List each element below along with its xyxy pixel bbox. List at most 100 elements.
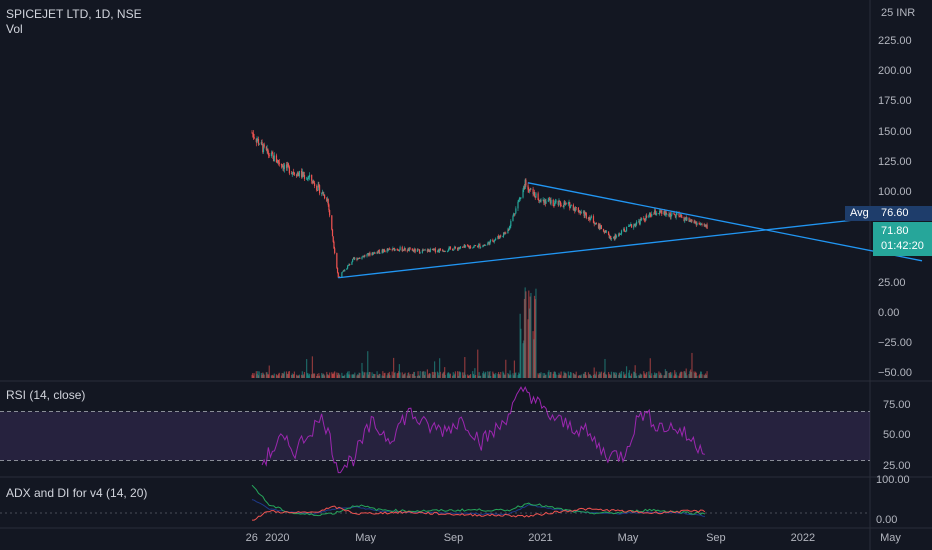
candle-body (559, 201, 562, 205)
symbol-title[interactable]: SPICEJET LTD, 1D, NSE (6, 7, 142, 21)
volume-bar (492, 371, 494, 378)
candle-body (252, 132, 254, 134)
volume-bar (683, 371, 685, 378)
volume-bar (372, 375, 374, 378)
volume-bar (569, 375, 571, 378)
volume-bar (555, 374, 557, 378)
volume-bar (557, 375, 559, 378)
volume-bar (487, 371, 489, 378)
candle-body (313, 183, 316, 186)
candle-body (674, 214, 676, 216)
candle-body (633, 225, 635, 228)
candle-body (379, 252, 381, 254)
candle-body (603, 231, 605, 233)
volume-bar (699, 373, 701, 378)
adx-title[interactable]: ADX and DI for v4 (14, 20) (6, 486, 148, 500)
volume-bar (500, 371, 502, 378)
candle-body (691, 219, 693, 222)
volume-bar (469, 374, 472, 378)
trendline-upper[interactable] (527, 182, 923, 262)
adx-line[interactable] (251, 499, 705, 517)
candle-body (374, 252, 376, 254)
candle-body (414, 248, 416, 252)
rsi-line[interactable] (261, 386, 705, 474)
candle-body (515, 208, 517, 214)
candle-body (517, 201, 519, 209)
currency-label[interactable]: 25 INR (881, 7, 916, 19)
candle-body (398, 249, 400, 251)
volume-bar (285, 371, 288, 378)
candle-body (459, 248, 461, 249)
candle-body (278, 162, 280, 164)
volume-bar (354, 372, 356, 378)
volume-bar (322, 373, 324, 378)
candle-body (629, 224, 631, 226)
candle-body (534, 196, 536, 198)
volume-bar (339, 374, 341, 378)
volume-bar (398, 371, 400, 378)
volume-bar (615, 374, 617, 378)
volume-bar (537, 373, 539, 378)
volume-bar (695, 372, 697, 378)
candle-body (306, 178, 308, 180)
volume-bar (283, 371, 285, 378)
candle-body (388, 248, 390, 250)
candle-body (371, 253, 373, 256)
volume-bar (469, 375, 471, 378)
candle-body (679, 214, 682, 217)
volume-bar (567, 371, 569, 378)
di-minus-line[interactable] (252, 505, 706, 521)
candle-body (288, 166, 290, 174)
volume-bar (507, 373, 509, 378)
candle-body (613, 236, 615, 240)
candle-body (351, 261, 353, 265)
candle-body (334, 248, 336, 254)
candle-body (610, 238, 613, 240)
candle-body (361, 256, 363, 259)
candle-body (555, 200, 557, 202)
candle-body (705, 224, 707, 227)
volume-bar (432, 374, 434, 378)
volume-bar (333, 372, 335, 378)
candle-body (508, 229, 510, 231)
candle-body (288, 164, 290, 167)
candle-body (684, 217, 687, 220)
volume-bar (378, 373, 380, 378)
candle-body (394, 249, 396, 251)
candle-body (498, 237, 500, 239)
candle-body (523, 186, 525, 190)
volume-bar (582, 373, 585, 378)
candle-body (454, 246, 456, 249)
candle-body (403, 247, 406, 251)
rsi-tick-label: 25.00 (883, 459, 911, 472)
volume-bar (480, 375, 482, 378)
volume-bar (517, 375, 519, 378)
candle-body (684, 219, 686, 222)
volume-bar (597, 374, 600, 378)
candle-body (587, 217, 590, 220)
volume-bar (407, 372, 409, 378)
candle-body (607, 231, 610, 236)
volume-bar (421, 371, 423, 378)
candle-body (295, 174, 298, 177)
volume-bar (396, 373, 398, 378)
price-tick-label: 200.00 (878, 65, 912, 78)
candle-body (286, 164, 288, 168)
volume-bar (341, 375, 344, 378)
candle-body (331, 215, 333, 230)
candle-body (690, 219, 692, 222)
rsi-title[interactable]: RSI (14, close) (6, 388, 86, 402)
volume-label[interactable]: Vol (6, 22, 23, 36)
time-tick-label: Sep (706, 532, 726, 544)
candle-body (613, 236, 615, 239)
volume-bar (633, 371, 635, 378)
candle-body (311, 180, 313, 184)
volume-bar (684, 372, 687, 378)
candle-body (428, 249, 430, 251)
volume-bar (515, 372, 517, 378)
candle-body (483, 245, 485, 247)
trendline-lower[interactable] (338, 211, 923, 279)
volume-bar (329, 372, 331, 378)
candle-body (332, 236, 334, 242)
